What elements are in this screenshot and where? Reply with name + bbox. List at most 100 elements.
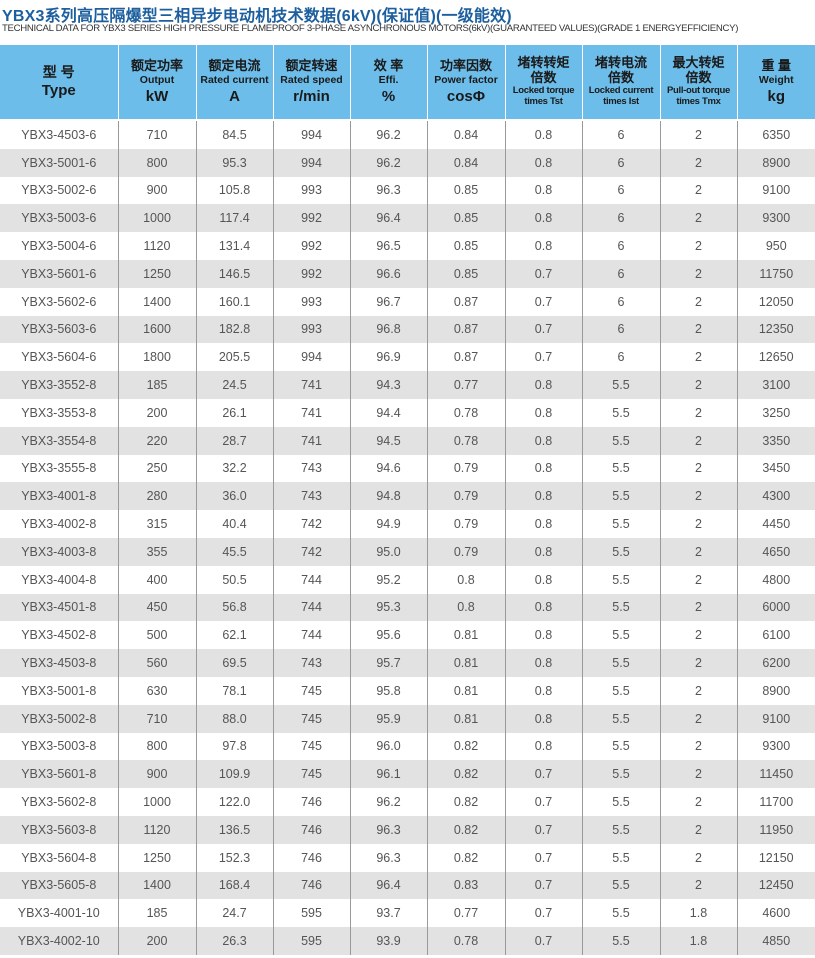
cell-rated-current: 136.5 bbox=[196, 815, 274, 844]
cell-power-factor: 0.81 bbox=[427, 704, 506, 733]
cell-rated-speed: 992 bbox=[273, 259, 351, 288]
cell-type: YBX3-4001-10 bbox=[0, 899, 119, 928]
cell-output: 800 bbox=[118, 148, 197, 177]
cell-locked-current: 5.5 bbox=[582, 760, 661, 789]
cell-output: 200 bbox=[118, 927, 197, 955]
cell-output: 630 bbox=[118, 676, 197, 705]
cell-weight: 4850 bbox=[737, 927, 815, 955]
cell-locked-torque: 0.7 bbox=[505, 843, 583, 872]
cell-power-factor: 0.82 bbox=[427, 760, 506, 789]
cell-locked-current: 6 bbox=[582, 315, 661, 344]
cell-weight: 12650 bbox=[758, 350, 794, 365]
cell-pullout-torque: 1.8 bbox=[660, 899, 738, 928]
cell-rated-current: 69.5 bbox=[196, 649, 274, 677]
cell-power-factor: 0.84 bbox=[427, 148, 506, 177]
cell-efficiency: 93.9 bbox=[350, 927, 428, 955]
cell-power-factor: 0.78 bbox=[427, 398, 506, 427]
cell-rated-current: 78.1 bbox=[196, 676, 274, 705]
cell-locked-torque: 0.8 bbox=[505, 565, 583, 594]
table-row: YBX3-4503-6 710 84.5 994 96.2 0.84 0.8 6 2 6350 bbox=[0, 120, 815, 149]
cell-output: 1400 bbox=[118, 287, 197, 316]
cell-power-factor: 0.81 bbox=[427, 649, 506, 677]
cell-locked-torque: 0.8 bbox=[505, 649, 583, 677]
cell-weight: 8900 bbox=[737, 148, 815, 177]
cell-efficiency: 96.4 bbox=[350, 871, 428, 900]
cell-weight: 11750 bbox=[737, 259, 815, 288]
cell-rated-current: 36.0 bbox=[196, 482, 274, 511]
cell-locked-torque: 0.7 bbox=[505, 315, 583, 344]
cell-locked-current: 5.5 bbox=[582, 510, 661, 538]
cell-locked-torque: 0.7 bbox=[505, 815, 583, 844]
cell-locked-torque: 0.7 bbox=[505, 927, 583, 955]
cell-locked-torque: 0.8 bbox=[505, 704, 583, 733]
cell-output: 1600 bbox=[118, 315, 197, 344]
header-rated-current-en: Rated current bbox=[200, 73, 269, 86]
cell-type: YBX3-5004-6 bbox=[0, 232, 119, 260]
cell-efficiency: 94.4 bbox=[350, 398, 428, 427]
table-row: YBX3-5604-6 1800 205.5 994 96.9 0.87 0.7 6 2 1265… bbox=[0, 343, 815, 372]
cell-pullout-torque: 2 bbox=[660, 815, 738, 844]
cell-rated-speed: 992 bbox=[273, 232, 351, 260]
table-row: YBX3-5002-6 900 105.8 993 96.3 0.85 0.8 6 2 9100 bbox=[0, 176, 815, 205]
cell-locked-current: 6 bbox=[582, 287, 661, 316]
header-power-factor-en: Power factor bbox=[434, 73, 498, 86]
header-rated-speed-en: Rated speed bbox=[280, 73, 343, 86]
cell-rated-speed: 745 bbox=[273, 676, 351, 705]
cell-locked-torque: 0.8 bbox=[505, 732, 583, 761]
cell-weight: 950 bbox=[765, 239, 787, 254]
header-pullout-torque-en2: times Tmx bbox=[676, 95, 721, 107]
cell-type: YBX3-4004-8 bbox=[0, 565, 119, 594]
cell-weight: 3450 bbox=[762, 461, 791, 476]
table-row: YBX3-3554-8 220 28.7 741 94.5 0.78 0.8 5.5 2 3350 bbox=[0, 426, 815, 455]
cell-locked-torque: 0.8 bbox=[505, 426, 583, 455]
cell-rated-current: 50.5 bbox=[196, 565, 274, 594]
cell-rated-current: 24.5 bbox=[196, 371, 274, 399]
cell-efficiency: 96.2 bbox=[350, 120, 428, 149]
cell-output: 185 bbox=[118, 371, 197, 399]
table-row: YBX3-5603-6 1600 182.8 993 96.8 0.87 0.7 6 2 1235… bbox=[0, 315, 815, 344]
table-row: YBX3-5604-8 1250 152.3 746 96.3 0.82 0.7 5.5 2 12… bbox=[0, 843, 815, 872]
cell-locked-torque: 0.8 bbox=[505, 482, 583, 511]
table-row: YBX3-4501-8 450 56.8 744 95.3 0.8 0.8 5.5 2 6000 bbox=[0, 593, 815, 622]
cell-output: 250 bbox=[118, 454, 197, 483]
cell-power-factor: 0.8 bbox=[427, 593, 506, 622]
header-type: 型 号 Type bbox=[0, 45, 119, 121]
cell-rated-current: 40.4 bbox=[196, 510, 274, 538]
cell-locked-current: 6 bbox=[582, 176, 661, 205]
header-efficiency-en: Effi. bbox=[378, 73, 399, 86]
cell-efficiency: 95.8 bbox=[350, 676, 428, 705]
cell-weight: 9300 bbox=[737, 204, 815, 233]
cell-rated-current: 117.4 bbox=[196, 204, 274, 233]
cell-rated-current: 88.0 bbox=[196, 704, 274, 733]
cell-type: YBX3-5603-6 bbox=[0, 315, 119, 344]
cell-locked-current: 6 bbox=[582, 148, 661, 177]
header-pullout-torque-zh: 最大转矩 bbox=[672, 55, 725, 71]
cell-power-factor: 0.87 bbox=[427, 287, 506, 316]
cell-power-factor: 0.85 bbox=[427, 259, 506, 288]
cell-power-factor: 0.82 bbox=[427, 788, 506, 816]
table-row: YBX3-5001-6 800 95.3 994 96.2 0.84 0.8 6 2 8900 bbox=[0, 148, 815, 177]
cell-weight: 4450 bbox=[762, 517, 791, 532]
cell-pullout-torque: 2 bbox=[660, 343, 738, 372]
cell-type: YBX3-5003-6 bbox=[0, 204, 119, 233]
cell-power-factor: 0.78 bbox=[427, 426, 506, 455]
cell-weight: 12450 bbox=[737, 871, 815, 900]
cell-output: 710 bbox=[118, 120, 197, 149]
cell-weight: 3350 bbox=[737, 426, 815, 455]
cell-weight: 3250 bbox=[762, 405, 791, 420]
cell-power-factor: 0.82 bbox=[427, 732, 506, 761]
cell-rated-speed: 744 bbox=[273, 593, 351, 622]
cell-locked-torque: 0.8 bbox=[505, 232, 583, 260]
cell-locked-current: 5.5 bbox=[582, 843, 661, 872]
cell-power-factor: 0.87 bbox=[427, 343, 506, 372]
cell-power-factor: 0.79 bbox=[427, 454, 506, 483]
cell-rated-speed: 741 bbox=[273, 371, 351, 399]
cell-weight: 11700 bbox=[759, 795, 794, 810]
table-row: YBX3-5603-8 1120 136.5 746 96.3 0.82 0.7 5.5 2 11… bbox=[0, 815, 815, 844]
cell-power-factor: 0.81 bbox=[427, 676, 506, 705]
cell-efficiency: 95.6 bbox=[350, 621, 428, 650]
cell-pullout-torque: 2 bbox=[660, 204, 738, 233]
cell-weight: 4650 bbox=[737, 537, 815, 566]
cell-rated-current: 152.3 bbox=[196, 843, 274, 872]
cell-locked-current: 6 bbox=[582, 259, 661, 288]
